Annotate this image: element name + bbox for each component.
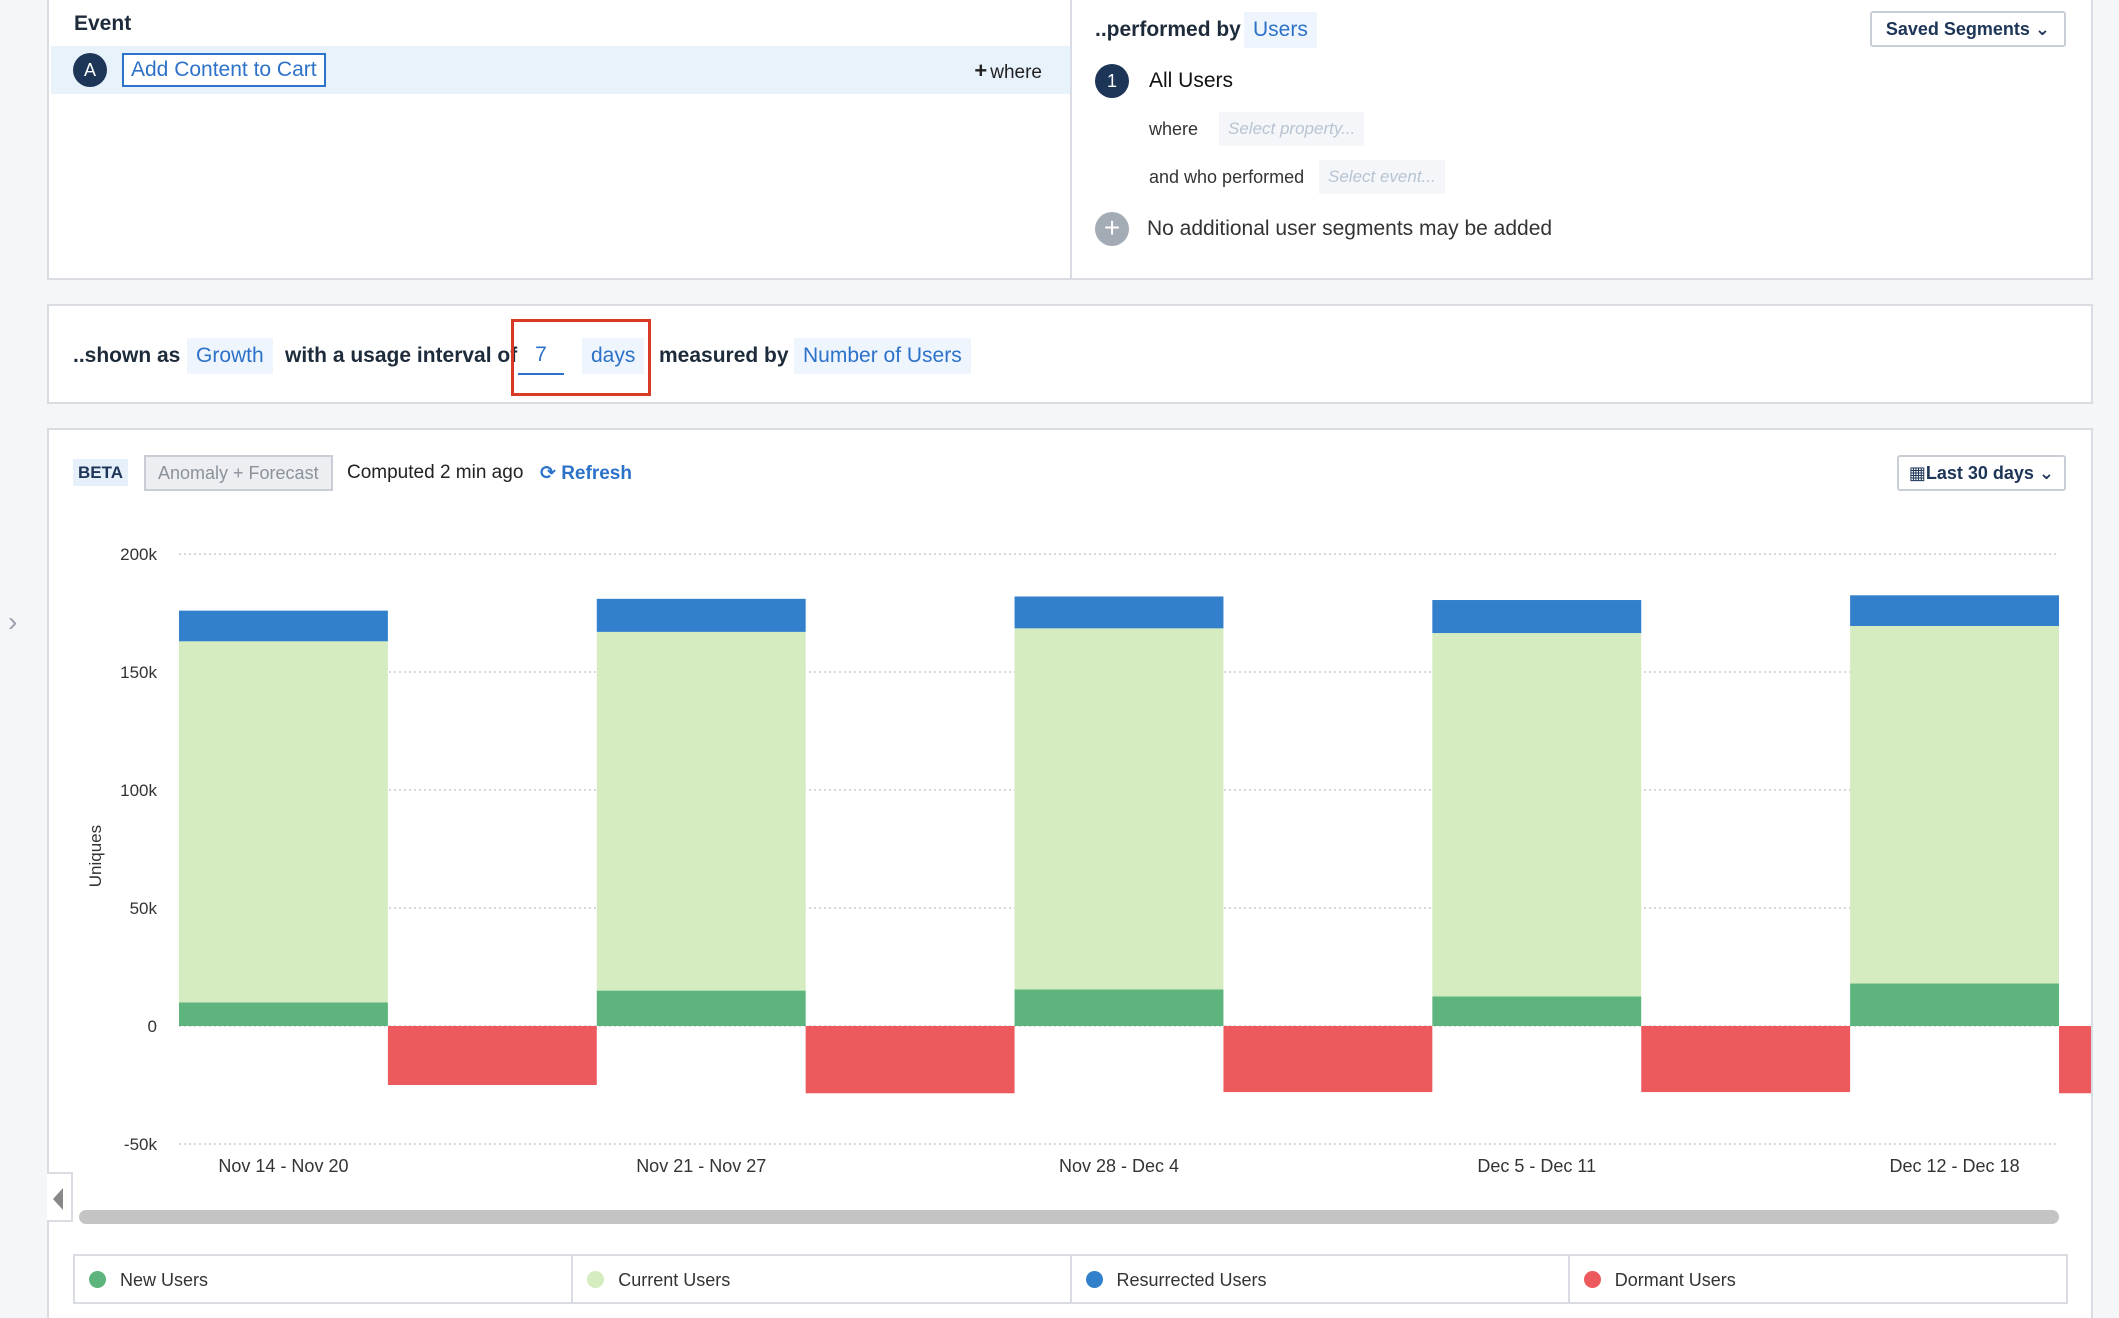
anomaly-forecast-button[interactable]: Anomaly + Forecast: [144, 455, 333, 491]
legend-label: Resurrected Users: [1116, 1270, 1267, 1290]
x-tick-label: Nov 28 - Dec 4: [1059, 1156, 1179, 1176]
segment-name[interactable]: All Users: [1149, 69, 1234, 92]
bar-dormant-users: [1641, 1026, 1851, 1093]
event-section-title: Event: [74, 12, 132, 35]
bar-new-users: [1014, 989, 1224, 1026]
bar-current-users: [1432, 633, 1642, 997]
event-name-selector[interactable]: Add Content to Cart: [122, 53, 326, 87]
legend-dot: [1583, 1271, 1601, 1288]
chart-legend: New Users Current Users Resurrected User…: [73, 1254, 2068, 1304]
chevron-down-icon: ⌄: [2038, 463, 2054, 483]
shown-as-label: ..shown as: [73, 344, 181, 367]
segment-panel: ..performed by Users Saved Segments ⌄ 1 …: [1070, 0, 2093, 280]
legend-dot: [89, 1271, 106, 1288]
beta-badge: BETA: [73, 459, 129, 486]
add-segment-icon[interactable]: +: [1095, 212, 1129, 246]
growth-chart: 200k 150k 100k 50k 0 -50k Uniques Nov 14 - Nov …: [86, 545, 2091, 1176]
bar-new-users: [179, 1002, 388, 1026]
y-axis-label: Uniques: [86, 825, 105, 887]
segment-limit-note: No additional user segments may be added: [1147, 217, 1553, 240]
bar-dormant-users: [387, 1026, 597, 1085]
legend-item[interactable]: Resurrected Users: [1072, 1256, 1570, 1302]
bar-current-users: [1850, 625, 2059, 984]
date-range-dropdown[interactable]: ▦Last 30 days ⌄: [1896, 455, 2066, 491]
bar-new-users: [1850, 983, 2059, 1026]
y-tick-label: -50k: [124, 1135, 158, 1154]
x-tick-label: Nov 14 - Nov 20: [218, 1156, 348, 1176]
legend-label: Current Users: [618, 1270, 731, 1290]
event-panel: Event A Add Content to Cart + where: [47, 0, 1072, 280]
legend-label: New Users: [120, 1270, 209, 1290]
scroll-left-button[interactable]: [47, 1172, 73, 1222]
legend-item[interactable]: Current Users: [573, 1256, 1072, 1302]
chart-panel: 200k 150k 100k 50k 0 -50k Uniques Nov 14 - Nov …: [47, 428, 2093, 1318]
legend-dot: [1085, 1271, 1103, 1288]
x-tick-label: Nov 21 - Nov 27: [636, 1156, 766, 1176]
legend-item[interactable]: Dormant Users: [1570, 1256, 2066, 1302]
refresh-label: Refresh: [561, 463, 632, 484]
saved-segments-dropdown[interactable]: Saved Segments ⌄: [1869, 11, 2066, 47]
computed-status: Computed 2 min ago: [347, 462, 524, 483]
expand-sidebar-icon[interactable]: ›: [8, 606, 18, 637]
entity-selector[interactable]: Users: [1244, 12, 1317, 48]
settings-panel: ..shown as Growth with a usage interval …: [47, 304, 2093, 404]
legend-dot: [587, 1271, 605, 1288]
calendar-icon: ▦: [1908, 463, 1926, 483]
y-tick-label: 200k: [120, 545, 157, 564]
saved-segments-label: Saved Segments: [1885, 19, 2030, 39]
usage-interval-label: with a usage interval of: [285, 344, 518, 367]
bar-resurrected-users: [596, 598, 806, 632]
chart-scrollbar[interactable]: [79, 1210, 2059, 1224]
plus-icon: +: [974, 58, 988, 83]
shown-as-selector[interactable]: Growth: [187, 338, 273, 374]
bar-resurrected-users: [1014, 596, 1224, 629]
interval-unit-selector[interactable]: days: [582, 338, 645, 374]
legend-label: Dormant Users: [1614, 1270, 1736, 1290]
bar-resurrected-users: [179, 610, 388, 642]
measured-by-label: measured by: [659, 344, 789, 367]
select-property-input[interactable]: Select property...: [1219, 112, 1365, 146]
bar-dormant-users: [805, 1026, 1015, 1094]
refresh-button[interactable]: ⟳ Refresh: [540, 462, 632, 485]
y-tick-label: 100k: [120, 781, 157, 800]
x-tick-label: Dec 5 - Dec 11: [1477, 1156, 1596, 1176]
performed-label: and who performed: [1149, 167, 1305, 187]
bar-resurrected-users: [1432, 600, 1642, 634]
event-row: A Add Content to Cart + where: [51, 46, 1072, 94]
event-letter-badge: A: [73, 53, 107, 87]
date-range-label: Last 30 days: [1925, 463, 2034, 483]
bar-new-users: [1432, 996, 1642, 1026]
performed-by-label: ..performed by: [1095, 18, 1241, 41]
measured-by-selector[interactable]: Number of Users: [794, 338, 971, 374]
bar-current-users: [179, 641, 388, 1003]
add-where-button[interactable]: + where: [974, 58, 1042, 84]
refresh-icon: ⟳: [540, 463, 556, 484]
select-event-input[interactable]: Select event...: [1319, 160, 1445, 194]
interval-highlight-box: [511, 319, 651, 396]
bar-dormant-users: [2059, 1026, 2091, 1094]
x-tick-label: Dec 12 - Dec 18: [1890, 1156, 2020, 1176]
add-where-label: where: [990, 62, 1042, 83]
bar-new-users: [596, 990, 806, 1026]
y-tick-label: 50k: [130, 899, 158, 918]
bar-current-users: [596, 631, 806, 991]
interval-value-input[interactable]: [518, 337, 564, 375]
legend-item[interactable]: New Users: [75, 1256, 574, 1302]
bar-resurrected-users: [1850, 595, 2059, 626]
y-tick-label: 0: [148, 1017, 157, 1036]
y-tick-label: 150k: [120, 663, 157, 682]
bar-dormant-users: [1223, 1026, 1433, 1093]
chevron-down-icon: ⌄: [2034, 19, 2050, 39]
bar-current-users: [1014, 628, 1224, 990]
segment-number-badge: 1: [1095, 64, 1129, 98]
where-label: where: [1149, 119, 1199, 139]
